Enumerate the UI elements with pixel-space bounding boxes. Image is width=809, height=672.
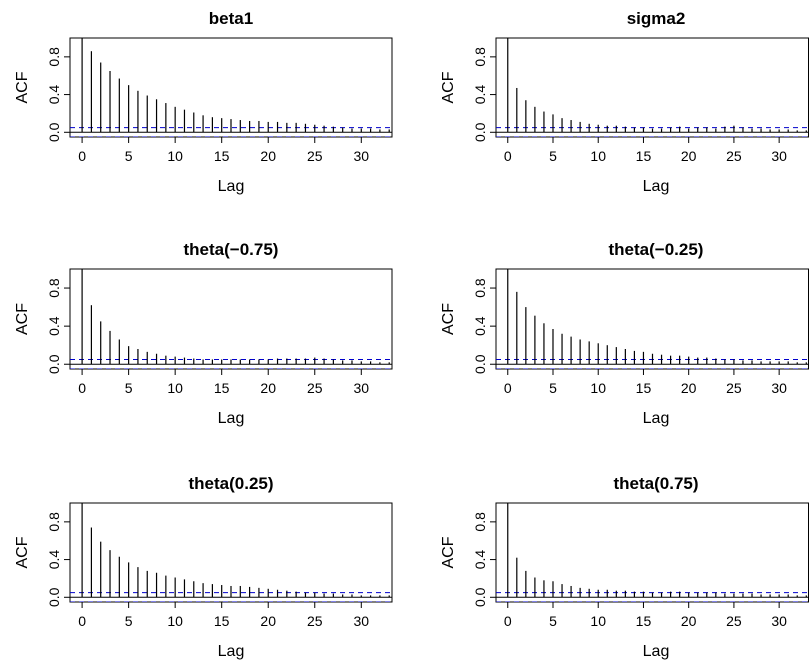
y-tick-label: 0.0 [46,587,62,607]
x-tick-label: 20 [681,613,697,629]
x-tick-label: 20 [260,148,276,164]
x-tick-label: 30 [353,380,369,396]
plot-frame [69,268,393,370]
x-tick-label: 30 [353,148,369,164]
y-tick-label: 0.4 [46,316,62,336]
x-tick-label: 25 [726,613,742,629]
panel-title: theta(−0.25) [609,240,704,259]
x-axis-label: Lag [218,410,245,427]
acf-panel-2: 0 5 10 15 20 25 30 0.0 0.4 0.8 sigma2 Lag ACF [440,9,809,195]
x-tick-label: 15 [636,613,652,629]
y-tick-label: 0.0 [46,354,62,374]
y-axis-label: ACF [440,71,457,103]
x-tick-label: 10 [590,148,606,164]
x-tick-label: 0 [504,148,512,164]
y-tick-label: 0.4 [472,316,488,336]
plot-area [496,503,809,602]
x-tick-label: 5 [549,148,557,164]
y-tick-label: 0.0 [472,354,488,374]
y-tick-label: 0.8 [46,47,62,67]
x-tick-label: 0 [504,613,512,629]
x-axis-label: Lag [218,643,245,660]
panel-title: sigma2 [627,9,686,28]
plot-frame [69,37,393,138]
x-tick-label: 25 [307,380,323,396]
x-tick-label: 10 [590,613,606,629]
y-axis-label: ACF [14,71,31,103]
x-tick-label: 10 [590,380,606,396]
x-tick-label: 20 [681,380,697,396]
x-tick-label: 5 [125,613,133,629]
x-tick-label: 20 [260,380,276,396]
x-tick-label: 10 [167,613,183,629]
plot-area [496,38,809,137]
y-tick-label: 0.8 [46,512,62,532]
y-tick-label: 0.0 [46,122,62,142]
plot-area [70,503,392,602]
y-tick-label: 0.8 [472,278,488,298]
panel-title: theta(−0.75) [184,240,279,259]
x-axis-label: Lag [643,410,670,427]
panel-title: beta1 [209,9,253,28]
x-tick-label: 0 [78,148,86,164]
x-axis-label: Lag [643,643,670,660]
y-tick-label: 0.8 [472,47,488,67]
panel-title: theta(0.25) [188,474,273,493]
x-tick-label: 30 [353,613,369,629]
y-tick-label: 0.8 [472,512,488,532]
plot-area [70,269,392,369]
y-axis-label: ACF [440,303,457,335]
x-tick-label: 5 [549,613,557,629]
y-tick-label: 0.4 [46,85,62,105]
x-tick-label: 20 [681,148,697,164]
panel-title: theta(0.75) [613,474,698,493]
plot-area [496,269,809,369]
x-tick-label: 0 [78,380,86,396]
x-tick-label: 30 [771,613,787,629]
x-tick-label: 15 [214,613,230,629]
y-axis-label: ACF [14,536,31,568]
plot-frame [495,502,809,603]
x-tick-label: 15 [636,148,652,164]
y-tick-label: 0.0 [472,587,488,607]
x-axis-label: Lag [218,178,245,195]
y-tick-label: 0.8 [46,278,62,298]
x-tick-label: 30 [771,380,787,396]
x-tick-label: 25 [726,380,742,396]
x-tick-label: 0 [78,613,86,629]
x-tick-label: 5 [549,380,557,396]
plot-frame [495,37,809,138]
x-tick-label: 10 [167,148,183,164]
x-axis-label: Lag [643,178,670,195]
y-tick-label: 0.4 [472,85,488,105]
x-tick-label: 5 [125,148,133,164]
x-tick-label: 15 [636,380,652,396]
y-tick-label: 0.0 [472,122,488,142]
y-tick-label: 0.4 [46,550,62,570]
acf-panel-6: 0 5 10 15 20 25 30 0.0 0.4 0.8 theta(0.75) Lag ACF [440,474,809,660]
x-tick-label: 15 [214,148,230,164]
x-tick-label: 25 [307,148,323,164]
x-tick-label: 15 [214,380,230,396]
x-tick-label: 5 [125,380,133,396]
acf-panel-5: 0 5 10 15 20 25 30 0.0 0.4 0.8 theta(0.25) Lag ACF [14,474,393,660]
acf-panel-3: 0 5 10 15 20 25 30 0.0 0.4 0.8 theta(−0.75) Lag ACF [14,240,393,427]
x-tick-label: 0 [504,380,512,396]
y-axis-label: ACF [14,303,31,335]
x-tick-label: 30 [771,148,787,164]
plot-frame [69,502,393,603]
plot-area [70,38,392,137]
x-tick-label: 25 [726,148,742,164]
x-tick-label: 25 [307,613,323,629]
acf-panel-4: 0 5 10 15 20 25 30 0.0 0.4 0.8 theta(−0.25) Lag ACF [440,240,809,427]
acf-panel-1: 0 5 10 15 20 25 30 0.0 0.4 0.8 beta1 Lag ACF [14,9,393,195]
x-tick-label: 10 [167,380,183,396]
y-tick-label: 0.4 [472,550,488,570]
x-tick-label: 20 [260,613,276,629]
y-axis-label: ACF [440,536,457,568]
